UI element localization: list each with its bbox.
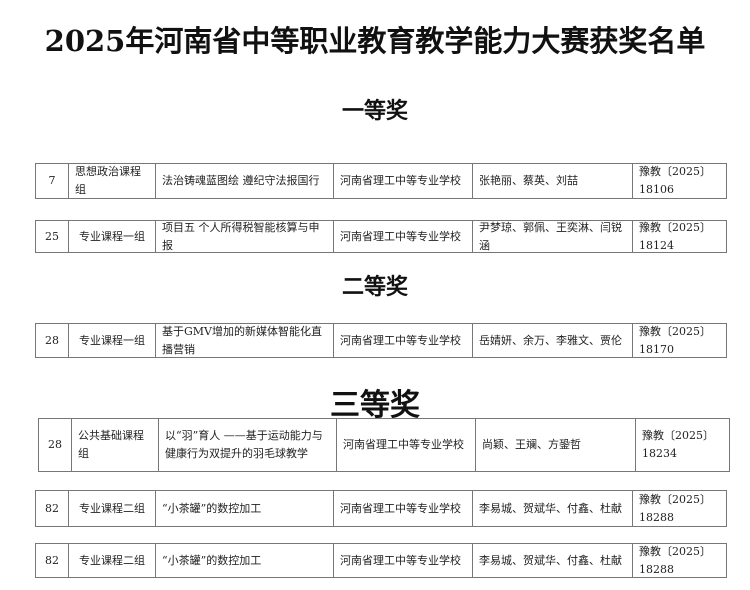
cell-members: 尹梦琼、郭佩、王奕淋、闫锐涵 [472,221,632,252]
cell-group: 专业课程一组 [68,221,155,252]
cell-no: 28 [38,419,71,471]
cell-group: 思想政治课程组 [68,164,155,198]
cell-school: 河南省理工中等专业学校 [333,164,472,198]
cell-topic: 法治铸魂蓝图绘 遵纪守法报国行 [155,164,333,198]
cell-doc: 豫教〔2025〕18288 [632,544,727,577]
page-title: 2025年河南省中等职业教育教学能力大赛获奖名单 [44,24,706,58]
cell-school: 河南省理工中等专业学校 [336,419,475,471]
cell-members: 张艳丽、蔡英、刘喆 [472,164,632,198]
cell-members: 尚颖、王斓、方銎哲 [475,419,635,471]
cell-no: 28 [35,324,68,357]
cell-topic: 项目五 个人所得税智能核算与申报 [155,221,333,252]
cell-no: 25 [35,221,68,252]
cell-group: 公共基础课程组 [71,419,158,471]
table-row: 7 思想政治课程组 法治铸魂蓝图绘 遵纪守法报国行 河南省理工中等专业学校 张艳丽、蔡英… [35,163,727,199]
cell-school: 河南省理工中等专业学校 [333,491,472,526]
cell-school: 河南省理工中等专业学校 [333,221,472,252]
section-second-prize: 二等奖 [341,274,408,300]
table-row: 82 专业课程二组 “小茶罐”的数控加工 河南省理工中等专业学校 李易城、贺斌华、付鑫、… [35,543,727,578]
cell-topic: “小茶罐”的数控加工 [155,544,333,577]
cell-topic: “小茶罐”的数控加工 [155,491,333,526]
cell-doc: 豫教〔2025〕18124 [632,221,727,252]
cell-members: 岳婧妍、余万、李雅文、贾伦 [472,324,632,357]
cell-topic: 以“羽”育人 ——基于运动能力与健康行为双提升的羽毛球教学 [158,419,336,471]
cell-doc: 豫教〔2025〕18170 [632,324,727,357]
cell-no: 82 [35,544,68,577]
cell-school: 河南省理工中等专业学校 [333,544,472,577]
cell-school: 河南省理工中等专业学校 [333,324,472,357]
cell-group: 专业课程二组 [68,491,155,526]
cell-doc: 豫教〔2025〕18234 [635,419,730,471]
table-row: 25 专业课程一组 项目五 个人所得税智能核算与申报 河南省理工中等专业学校 尹梦琼、郭… [35,220,727,253]
cell-no: 82 [35,491,68,526]
table-row: 82 专业课程二组 “小茶罐”的数控加工 河南省理工中等专业学校 李易城、贺斌华、付鑫、… [35,490,727,527]
table-row: 28 专业课程一组 基于GMV增加的新媒体智能化直播营销 河南省理工中等专业学校 岳婧妍… [35,323,727,358]
cell-members: 李易城、贺斌华、付鑫、杜献 [472,491,632,526]
cell-group: 专业课程一组 [68,324,155,357]
cell-topic: 基于GMV增加的新媒体智能化直播营销 [155,324,333,357]
cell-no: 7 [35,164,68,198]
cell-doc: 豫教〔2025〕18106 [632,164,727,198]
cell-group: 专业课程二组 [68,544,155,577]
section-third-prize: 三等奖 [330,388,420,423]
cell-doc: 豫教〔2025〕18288 [632,491,727,526]
section-first-prize: 一等奖 [341,98,408,124]
cell-members: 李易城、贺斌华、付鑫、杜献 [472,544,632,577]
table-row: 28 公共基础课程组 以“羽”育人 ——基于运动能力与健康行为双提升的羽毛球教学 河南… [38,418,730,472]
